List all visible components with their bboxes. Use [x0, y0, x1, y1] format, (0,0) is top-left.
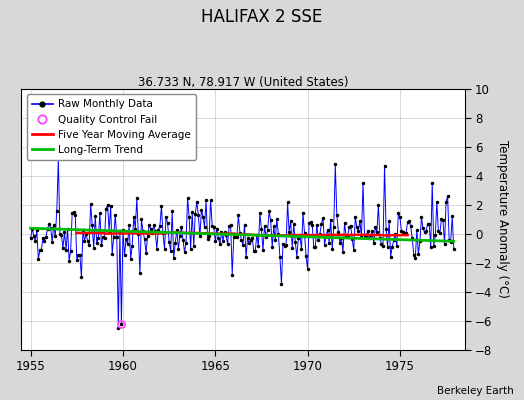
Y-axis label: Temperature Anomaly (°C): Temperature Anomaly (°C): [496, 140, 509, 298]
Text: Berkeley Earth: Berkeley Earth: [437, 386, 514, 396]
Text: HALIFAX 2 SSE: HALIFAX 2 SSE: [201, 8, 323, 26]
Title: 36.733 N, 78.917 W (United States): 36.733 N, 78.917 W (United States): [138, 76, 348, 89]
Legend: Raw Monthly Data, Quality Control Fail, Five Year Moving Average, Long-Term Tren: Raw Monthly Data, Quality Control Fail, …: [27, 94, 196, 160]
